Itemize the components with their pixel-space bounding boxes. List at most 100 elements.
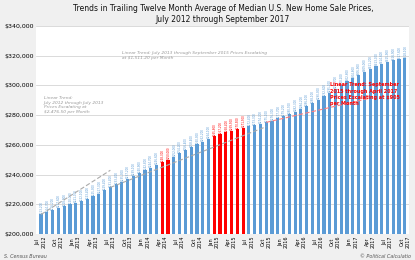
- Text: $304,800: $304,800: [351, 65, 355, 78]
- Bar: [178, 153, 181, 234]
- Bar: [317, 100, 320, 234]
- Text: $220,000: $220,000: [68, 191, 72, 204]
- Bar: [120, 181, 124, 234]
- Bar: [91, 197, 95, 234]
- Text: $271,500: $271,500: [241, 114, 245, 127]
- Text: $258,400: $258,400: [189, 134, 193, 147]
- Text: $246,600: $246,600: [154, 152, 159, 164]
- Bar: [195, 144, 198, 234]
- Bar: [103, 190, 106, 234]
- Text: $302,600: $302,600: [345, 68, 349, 81]
- Bar: [392, 60, 395, 234]
- Text: $254,200: $254,200: [178, 140, 182, 153]
- Text: $272,400: $272,400: [247, 113, 251, 126]
- Text: S. Census Bureau: S. Census Bureau: [4, 255, 47, 259]
- Bar: [212, 136, 216, 234]
- Bar: [155, 165, 158, 234]
- Text: $227,300: $227,300: [97, 180, 101, 193]
- Text: $300,200: $300,200: [339, 72, 343, 84]
- Bar: [242, 128, 245, 234]
- Bar: [51, 210, 54, 234]
- Bar: [218, 134, 222, 234]
- Text: © Political Calculatio: © Political Calculatio: [360, 255, 411, 259]
- Bar: [85, 199, 89, 234]
- Bar: [207, 139, 210, 234]
- Bar: [340, 85, 343, 234]
- Text: $262,200: $262,200: [201, 128, 205, 141]
- Bar: [305, 106, 308, 234]
- Text: $313,000: $313,000: [374, 53, 378, 66]
- Bar: [39, 214, 43, 234]
- Bar: [149, 168, 152, 234]
- Bar: [299, 109, 303, 234]
- Text: $270,500: $270,500: [235, 116, 239, 129]
- Bar: [63, 206, 66, 234]
- Text: $268,400: $268,400: [224, 119, 228, 132]
- Bar: [253, 125, 256, 234]
- Bar: [224, 132, 227, 234]
- Bar: [293, 112, 297, 234]
- Text: $221,000: $221,000: [74, 190, 78, 203]
- Text: $248,300: $248,300: [160, 149, 164, 162]
- Bar: [386, 62, 389, 234]
- Bar: [97, 193, 100, 234]
- Text: $267,200: $267,200: [218, 121, 222, 134]
- Text: $214,700: $214,700: [45, 199, 49, 212]
- Text: $244,700: $244,700: [149, 154, 153, 167]
- Text: $275,100: $275,100: [264, 109, 268, 122]
- Bar: [161, 162, 164, 234]
- Bar: [166, 160, 170, 234]
- Text: $297,700: $297,700: [334, 75, 337, 88]
- Bar: [190, 147, 193, 234]
- Text: $239,100: $239,100: [132, 162, 135, 176]
- Text: $314,600: $314,600: [380, 50, 384, 63]
- Bar: [369, 69, 372, 234]
- Bar: [398, 59, 400, 234]
- Bar: [144, 171, 146, 234]
- Bar: [259, 124, 262, 234]
- Bar: [334, 89, 337, 234]
- Bar: [80, 201, 83, 234]
- Text: $264,100: $264,100: [207, 125, 210, 138]
- Text: $260,300: $260,300: [195, 131, 199, 144]
- Text: $295,100: $295,100: [328, 79, 332, 92]
- Bar: [115, 184, 118, 234]
- Text: $317,600: $317,600: [397, 46, 401, 59]
- Text: $237,200: $237,200: [126, 165, 129, 178]
- Text: $311,200: $311,200: [368, 55, 372, 68]
- Bar: [74, 203, 77, 234]
- Text: $284,200: $284,200: [299, 95, 303, 108]
- Bar: [282, 116, 285, 234]
- Text: $276,300: $276,300: [270, 107, 274, 120]
- Bar: [288, 114, 291, 234]
- Bar: [380, 63, 383, 234]
- Bar: [172, 157, 176, 234]
- Bar: [236, 129, 239, 234]
- Text: $213,200: $213,200: [39, 201, 43, 214]
- Text: $290,300: $290,300: [316, 87, 320, 99]
- Text: $250,000: $250,000: [166, 147, 170, 159]
- Bar: [109, 187, 112, 234]
- Text: $223,400: $223,400: [85, 186, 89, 199]
- Text: $318,100: $318,100: [403, 45, 407, 58]
- Bar: [271, 121, 273, 234]
- Text: $316,900: $316,900: [391, 47, 395, 60]
- Text: $252,000: $252,000: [172, 144, 176, 156]
- Bar: [126, 179, 129, 234]
- Text: $217,600: $217,600: [56, 195, 61, 207]
- Text: $240,900: $240,900: [137, 160, 141, 173]
- Text: $233,400: $233,400: [114, 171, 118, 184]
- Bar: [247, 126, 251, 234]
- Bar: [328, 93, 331, 234]
- Text: $315,900: $315,900: [386, 48, 389, 61]
- Bar: [45, 212, 49, 234]
- Bar: [230, 131, 233, 234]
- Text: $292,600: $292,600: [322, 83, 326, 96]
- Text: $309,000: $309,000: [362, 59, 366, 72]
- Text: $231,400: $231,400: [108, 174, 112, 187]
- Text: $269,500: $269,500: [229, 118, 234, 130]
- Text: $277,700: $277,700: [276, 105, 280, 118]
- Bar: [201, 141, 204, 234]
- Bar: [184, 150, 187, 234]
- Bar: [57, 208, 60, 234]
